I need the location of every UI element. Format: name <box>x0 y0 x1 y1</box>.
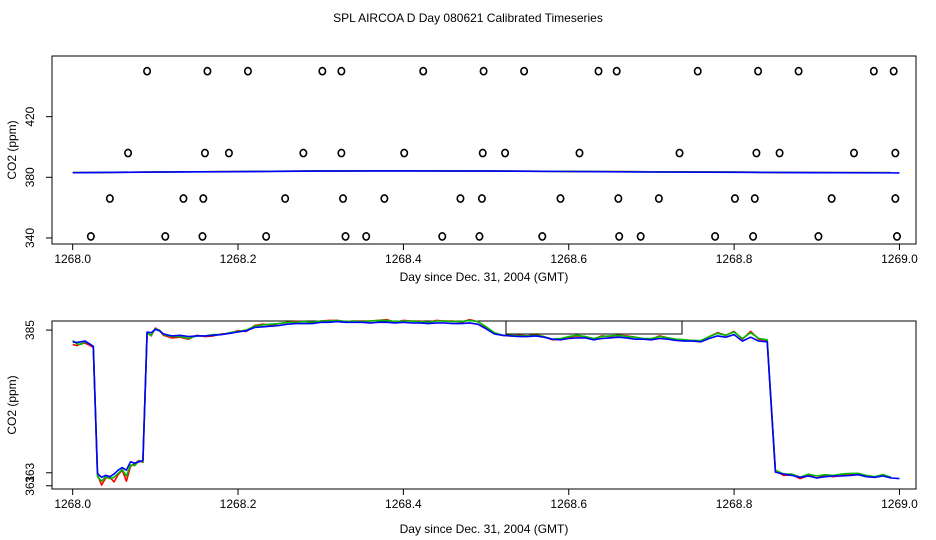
scatter-point <box>675 148 684 158</box>
figure-title: SPL AIRCOA D Day 080621 Calibrated Times… <box>333 11 603 25</box>
scatter-point <box>538 232 547 241</box>
top-plot-frame <box>51 55 917 245</box>
top-x-tick-label: 1268.2 <box>220 252 257 266</box>
scatter-point <box>86 232 95 241</box>
scatter-point <box>419 66 428 76</box>
scatter-point <box>654 194 663 203</box>
scatter-point <box>299 148 308 158</box>
scatter-point <box>456 194 465 203</box>
scatter-point <box>827 194 836 203</box>
bottom-x-tick-label: 1268.2 <box>220 497 257 511</box>
scatter-point <box>775 148 784 158</box>
top-y-tick-label: 420 <box>23 106 37 126</box>
scatter-point <box>892 232 901 241</box>
bottom-plot-frame <box>51 320 917 490</box>
scatter-point <box>200 148 209 158</box>
scatter-point <box>224 148 233 158</box>
scatter-point <box>105 194 114 203</box>
top-scatter-points <box>86 66 901 241</box>
bottom-series-green <box>72 319 892 483</box>
scatter-point <box>199 194 208 203</box>
bottom-x-tick-label: 1268.4 <box>385 497 422 511</box>
scatter-point <box>520 66 529 76</box>
bottom-series-red <box>72 318 892 486</box>
scatter-point <box>615 232 624 241</box>
scatter-point <box>612 66 621 76</box>
scatter-point <box>754 66 763 76</box>
scatter-point <box>794 66 803 76</box>
bottom-x-axis-label: Day since Dec. 31, 2004 (GMT) <box>400 522 569 536</box>
top-series-blue <box>72 170 900 174</box>
scatter-point <box>362 232 371 241</box>
scatter-point <box>179 194 188 203</box>
legend-box <box>505 320 683 335</box>
bottom-x-tick-label: 1268.6 <box>550 497 587 511</box>
scatter-point <box>891 148 900 158</box>
scatter-point <box>849 148 858 158</box>
top-x-tick-label: 1268.6 <box>550 252 587 266</box>
scatter-point <box>475 232 484 241</box>
bottom-y-axis-label: CO2 (ppm) <box>5 375 19 434</box>
scatter-point <box>889 66 898 76</box>
scatter-point <box>318 66 327 76</box>
scatter-point <box>161 232 170 241</box>
top-x-tick-label: 1269.0 <box>881 252 918 266</box>
top-x-tick-label: 1268.8 <box>716 252 753 266</box>
top-y-tick-label: 380 <box>23 167 37 187</box>
bottom-y-tick-label: 361 <box>23 475 37 495</box>
scatter-point <box>711 232 720 241</box>
top-x-axis: 1268.0 1268.2 1268.4 1268.6 1268.8 1269.0 <box>54 244 918 266</box>
scatter-point <box>124 148 133 158</box>
scatter-point <box>400 148 409 158</box>
scatter-point <box>749 232 758 241</box>
scatter-point <box>198 232 207 241</box>
scatter-point <box>501 148 510 158</box>
bottom-timeseries-lines <box>72 318 900 486</box>
scatter-point <box>339 194 348 203</box>
scatter-point <box>479 66 488 76</box>
scatter-point <box>477 194 486 203</box>
bottom-x-tick-label: 1268.0 <box>54 497 91 511</box>
bottom-x-tick-label: 1268.8 <box>716 497 753 511</box>
bottom-panel: 1268.0 1268.2 1268.4 1268.6 1268.8 1269.0 361… <box>5 318 918 536</box>
scatter-point <box>281 194 290 203</box>
scatter-point <box>438 232 447 241</box>
scatter-point <box>380 194 389 203</box>
bottom-y-tick-label: 363 <box>23 462 37 482</box>
scatter-point <box>636 232 645 241</box>
bottom-y-tick-label: 385 <box>23 320 37 340</box>
scatter-point <box>614 194 623 203</box>
top-y-tick-label: 340 <box>23 228 37 248</box>
scatter-point <box>203 66 212 76</box>
top-calibration-lines <box>72 170 900 174</box>
scatter-point <box>341 232 350 241</box>
scatter-point <box>693 66 702 76</box>
scatter-point <box>594 66 603 76</box>
scatter-point <box>750 194 759 203</box>
scatter-point <box>478 148 487 158</box>
top-y-axis-label: CO2 (ppm) <box>5 120 19 179</box>
scatter-point <box>869 66 878 76</box>
scatter-point <box>262 232 271 241</box>
bottom-x-axis: 1268.0 1268.2 1268.4 1268.6 1268.8 1269.0 <box>54 489 918 511</box>
top-y-axis: 340 380 420 <box>23 106 52 248</box>
scatter-point <box>575 148 584 158</box>
scatter-point <box>337 66 346 76</box>
top-x-tick-label: 1268.4 <box>385 252 422 266</box>
bottom-x-tick-label: 1269.0 <box>881 497 918 511</box>
scatter-point <box>556 194 565 203</box>
top-panel: 1268.0 1268.2 1268.4 1268.6 1268.8 1269.0 340… <box>5 55 918 284</box>
scatter-point <box>143 66 152 76</box>
top-x-tick-label: 1268.0 <box>54 252 91 266</box>
scatter-point <box>752 148 761 158</box>
scatter-point <box>243 66 252 76</box>
scatter-point <box>814 232 823 241</box>
bottom-series-blue <box>72 320 900 480</box>
scatter-point <box>730 194 739 203</box>
top-x-axis-label: Day since Dec. 31, 2004 (GMT) <box>400 270 569 284</box>
scatter-point <box>337 148 346 158</box>
scatter-point <box>891 194 900 203</box>
